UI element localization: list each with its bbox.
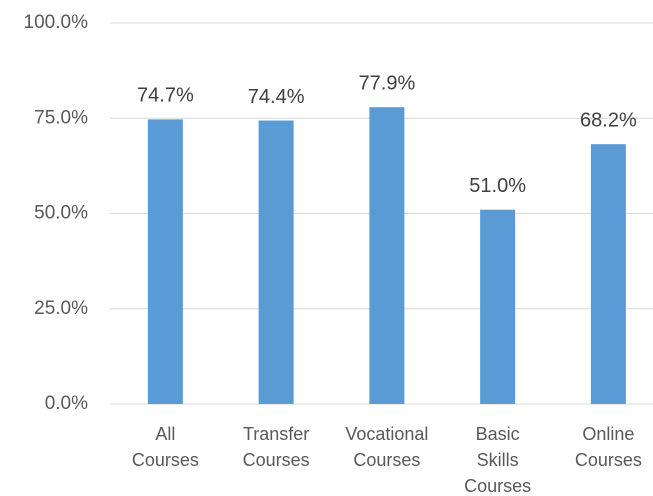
x-tick-label: Transfer Courses [243,424,310,470]
y-tick-label: 25.0% [34,298,88,319]
data-label: 74.7% [137,85,194,107]
x-tick-label: Vocational Courses [345,424,428,470]
bar [480,209,516,404]
y-tick-label: 0.0% [45,393,88,414]
data-label: 68.2% [580,109,637,131]
bar [590,144,626,404]
data-label: 51.0% [469,175,526,197]
x-tick-label: All Courses [132,424,199,470]
data-label: 74.4% [248,86,305,108]
bar [258,120,294,404]
data-label: 77.9% [359,72,416,94]
bar [369,107,405,405]
bar [147,119,183,404]
y-tick-label: 75.0% [34,107,88,128]
x-tick-label: Basic Skills Courses [464,424,531,496]
x-tick-label: Online Courses [575,424,642,470]
y-tick-label: 100.0% [24,12,89,33]
y-tick-label: 50.0% [34,203,88,224]
